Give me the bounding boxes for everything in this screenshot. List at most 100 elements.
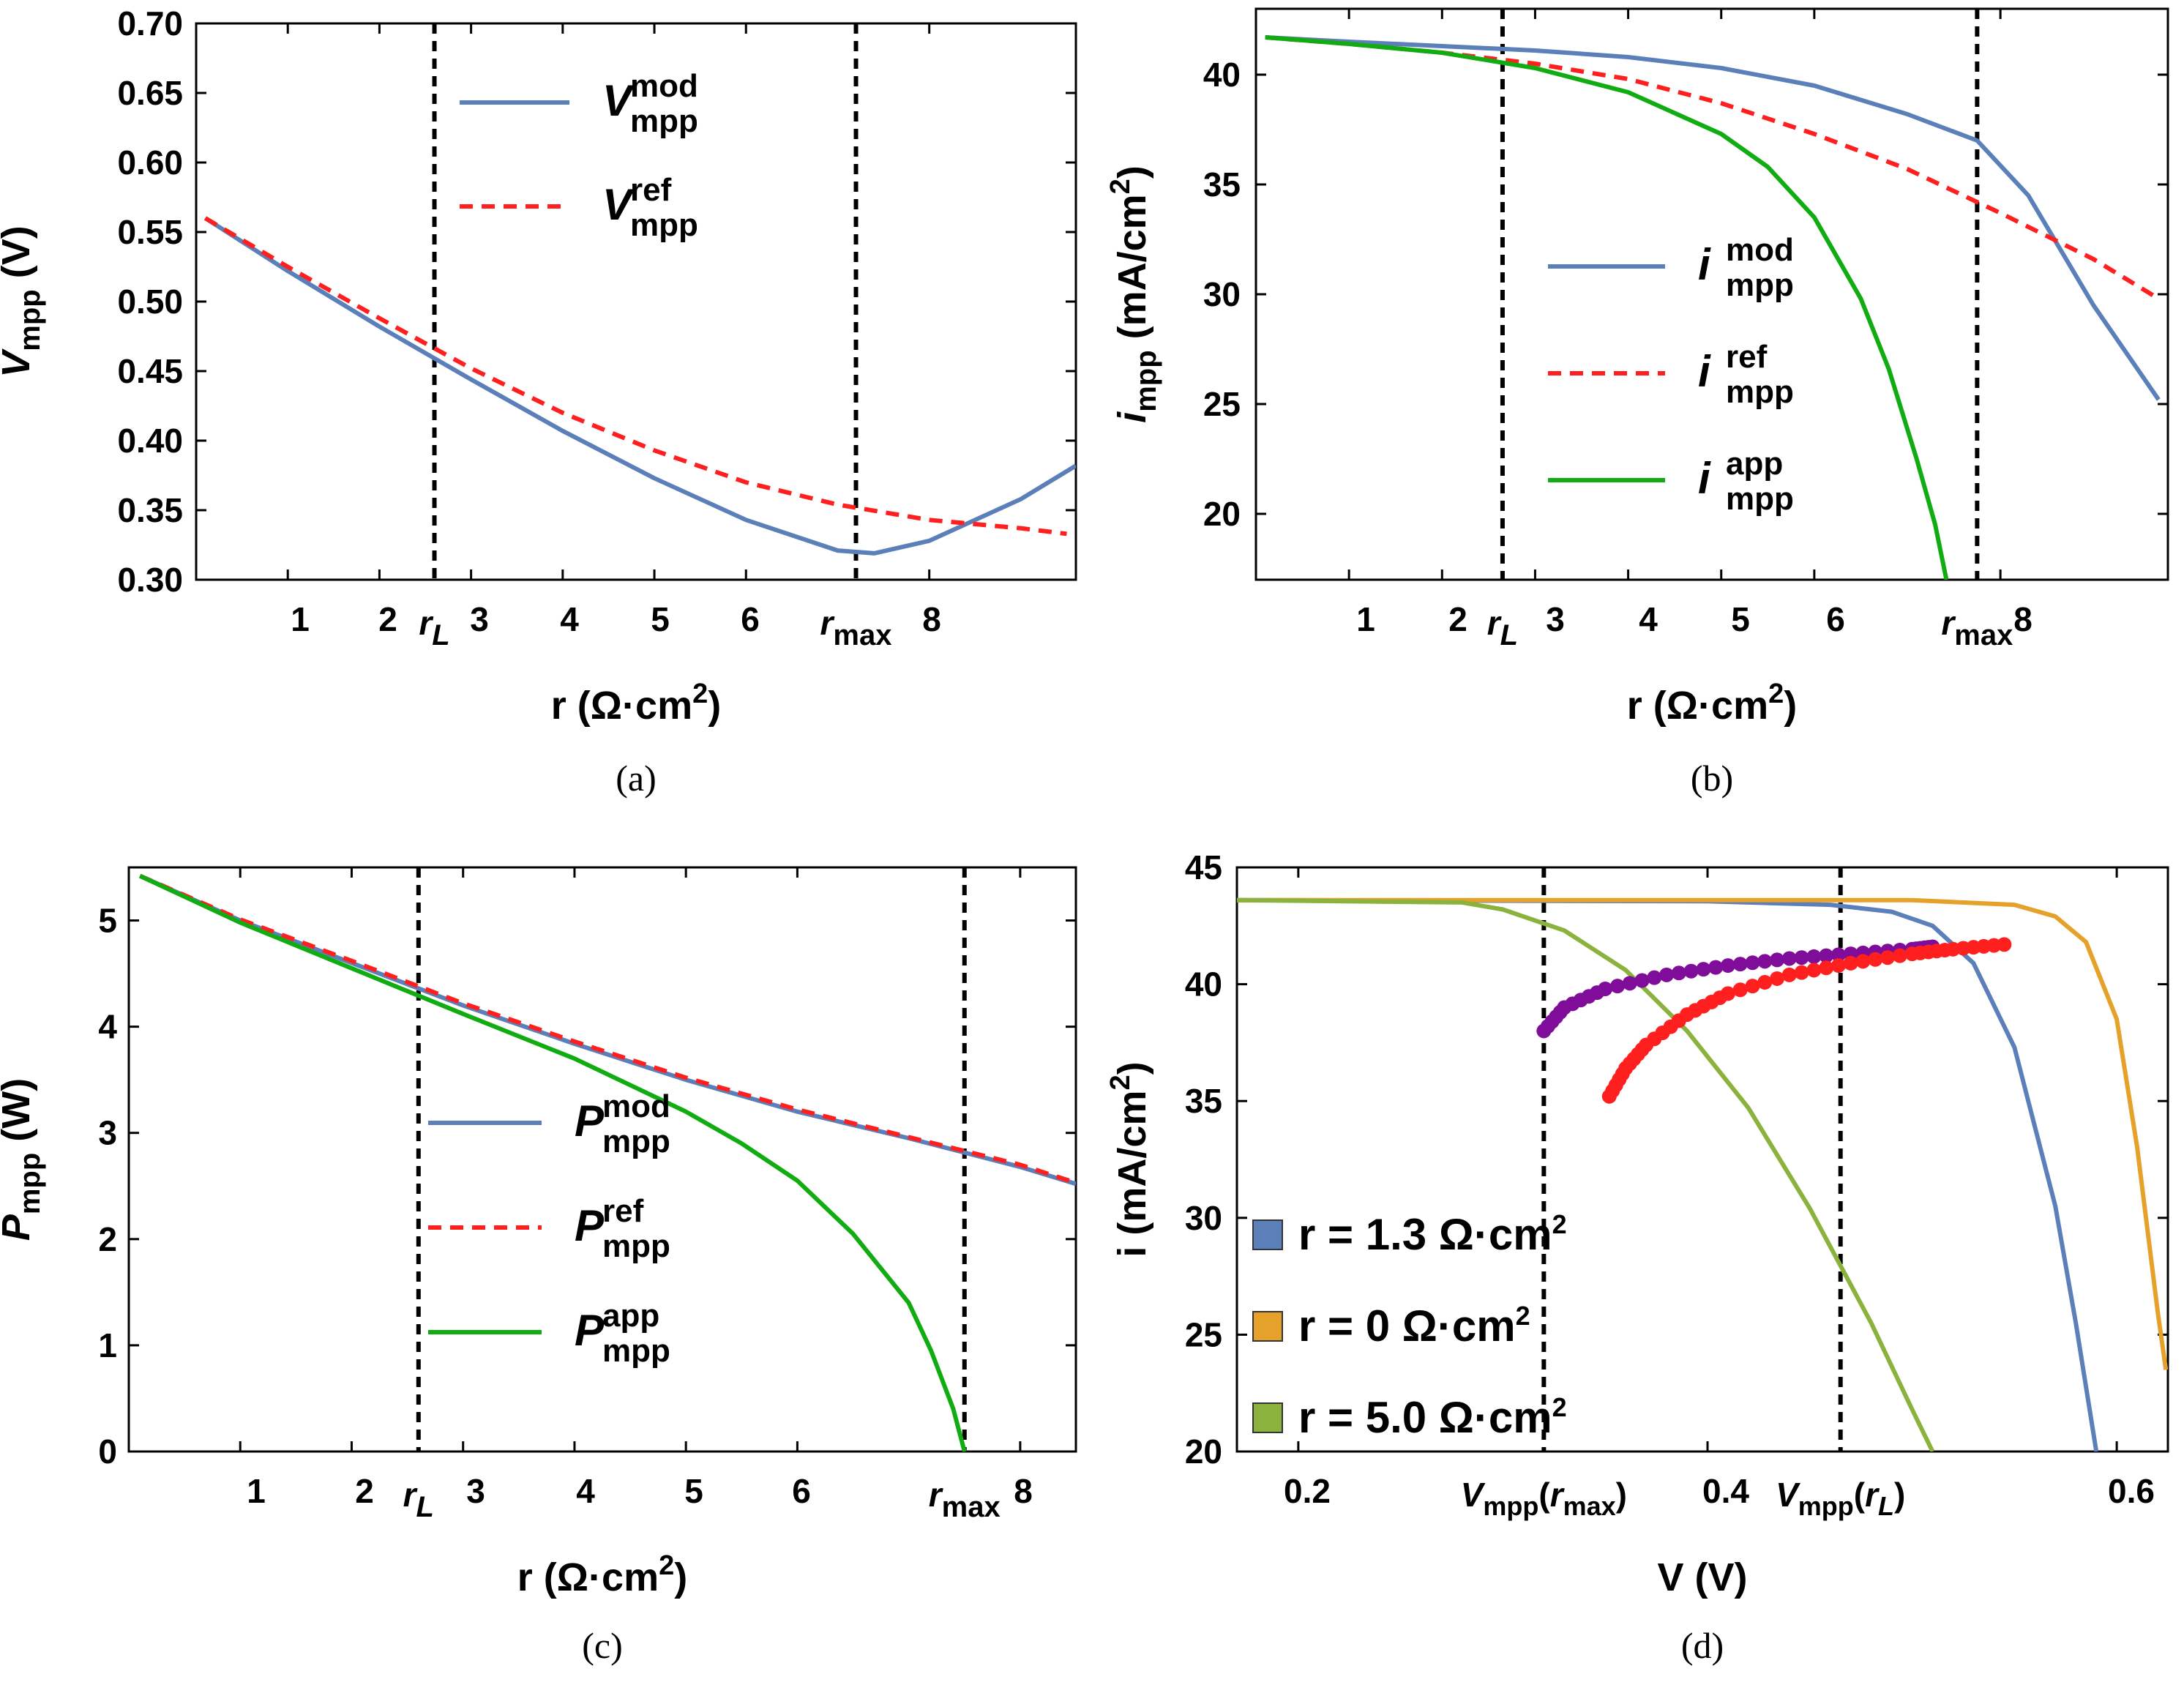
data-point	[1757, 975, 1773, 990]
vertical-marker-label: rL	[403, 1476, 434, 1523]
y-tick-label: 35	[1203, 165, 1241, 203]
series-line-ref	[203, 216, 1067, 537]
legend-superscript: ref	[630, 172, 672, 208]
legend-label: V	[602, 76, 635, 125]
data-point	[1745, 955, 1760, 971]
legend-subscript: mpp	[630, 207, 698, 243]
y-tick-label: 30	[1185, 1199, 1222, 1237]
vertical-marker-label: rmax	[929, 1476, 1001, 1523]
x-tick-label: 3	[466, 1472, 485, 1510]
series-line-mod	[138, 873, 1076, 1187]
legend-label: P	[575, 1201, 605, 1250]
panel-a: 0.30 0.35 0.40 0.45 0.50 0.55 0.60 0.65 0.70 1 2 3 4…	[0, 4, 1077, 799]
legend-superscript: app	[1726, 446, 1783, 482]
data-point	[1757, 954, 1773, 969]
x-tick-label: 1	[291, 600, 310, 638]
y-tick-label: 0.65	[117, 74, 183, 112]
y-tick-label: 25	[1203, 385, 1241, 423]
data-point	[1997, 937, 2012, 952]
x-tick-label: 8	[2013, 600, 2032, 638]
legend-superscript: ref	[1726, 339, 1768, 375]
legend-subscript: mpp	[602, 1228, 670, 1264]
y-tick-label: 30	[1203, 275, 1241, 313]
y-tick-label: 35	[1185, 1082, 1222, 1120]
series-line-olive	[1237, 897, 1935, 1452]
x-tick-label: 5	[1731, 600, 1750, 638]
x-tick-label: 0.4	[1702, 1472, 1749, 1510]
panel-d: 20 25 30 35 40 45 0.2 0.4 0.6 Vmpp(rmax) Vmpp(rL) r…	[1105, 848, 2169, 1666]
data-point	[1880, 950, 1896, 965]
x-tick-label: 4	[560, 600, 579, 638]
data-point	[1794, 965, 1809, 980]
series-line-ref	[1265, 35, 2160, 301]
y-tick-label: 40	[1185, 965, 1222, 1004]
data-point	[1732, 957, 1748, 972]
x-tick-label: 0.2	[1284, 1472, 1331, 1510]
data-point	[1745, 979, 1760, 994]
y-tick-label: 0.70	[117, 4, 183, 42]
vertical-marker-label: Vmpp(rL)	[1776, 1476, 1905, 1521]
vertical-marker-label: rL	[419, 604, 449, 651]
legend-superscript: app	[602, 1298, 659, 1334]
data-point	[1647, 970, 1662, 985]
series-line-app	[138, 873, 967, 1452]
y-tick-label: 40	[1203, 56, 1241, 94]
plot-frame	[1235, 866, 2169, 1453]
x-tick-label: 4	[576, 1472, 595, 1510]
y-tick-label: 0.60	[117, 143, 183, 182]
legend-subscript: mpp	[602, 1333, 670, 1369]
y-tick-label: 0.30	[117, 561, 183, 599]
x-tick-label: 3	[1546, 600, 1565, 638]
legend-label: i	[1698, 454, 1711, 503]
y-tick-label: 0.35	[117, 491, 183, 529]
y-tick-label: 1	[98, 1326, 117, 1364]
vertical-marker-label: Vmpp(rmax)	[1461, 1476, 1627, 1521]
data-point	[1659, 967, 1675, 982]
x-tick-label: 4	[1639, 600, 1658, 638]
panel-caption: (d)	[1681, 1625, 1724, 1666]
y-tick-label: 0	[98, 1432, 117, 1471]
x-tick-label: 6	[1826, 600, 1845, 638]
x-tick-label: 2	[378, 600, 397, 638]
y-tick-label: 3	[98, 1114, 117, 1152]
legend-subscript: mpp	[1726, 267, 1794, 303]
data-point	[1634, 973, 1650, 988]
legend-label: r = 1.3 Ω·cm2	[1298, 1209, 1567, 1259]
data-point	[1708, 960, 1724, 975]
legend-swatch	[1252, 1402, 1283, 1433]
data-point	[1868, 952, 1883, 967]
panel-caption: (b)	[1691, 758, 1733, 799]
data-point	[1622, 976, 1637, 991]
legend-label: r = 0 Ω·cm2	[1298, 1301, 1530, 1350]
data-point	[1819, 960, 1834, 976]
legend-swatch	[1252, 1219, 1283, 1250]
legend-subscript: mpp	[602, 1124, 670, 1159]
y-tick-label: 20	[1203, 495, 1241, 533]
series-purple-points	[1536, 939, 1940, 1039]
x-axis-label: r (Ω·cm2)	[517, 1550, 687, 1599]
data-point	[1683, 963, 1699, 979]
legend-swatch	[1252, 1311, 1283, 1342]
plot-frame	[1254, 7, 2169, 581]
y-tick-label: 20	[1185, 1432, 1222, 1471]
series-ref-points	[1601, 937, 2012, 1104]
legend-superscript: mod	[602, 1088, 670, 1124]
data-point	[1819, 948, 1834, 963]
legend-subscript: mpp	[1726, 481, 1794, 517]
vertical-marker-label: rL	[1487, 604, 1518, 651]
legend-subscript: mpp	[1726, 374, 1794, 410]
vertical-marker-label: rmax	[1941, 604, 2013, 651]
y-tick-label: 25	[1185, 1315, 1222, 1353]
data-point	[1598, 981, 1613, 996]
x-tick-label: 1	[247, 1472, 266, 1510]
y-tick-label: 0.55	[117, 213, 183, 251]
series-line-app	[1265, 35, 1949, 580]
x-tick-label: 6	[792, 1472, 811, 1510]
x-tick-label: 2	[1448, 600, 1467, 638]
legend-label: P	[575, 1096, 605, 1146]
panel-caption: (a)	[616, 758, 657, 799]
x-axis-label: r (Ω·cm2)	[551, 679, 721, 728]
